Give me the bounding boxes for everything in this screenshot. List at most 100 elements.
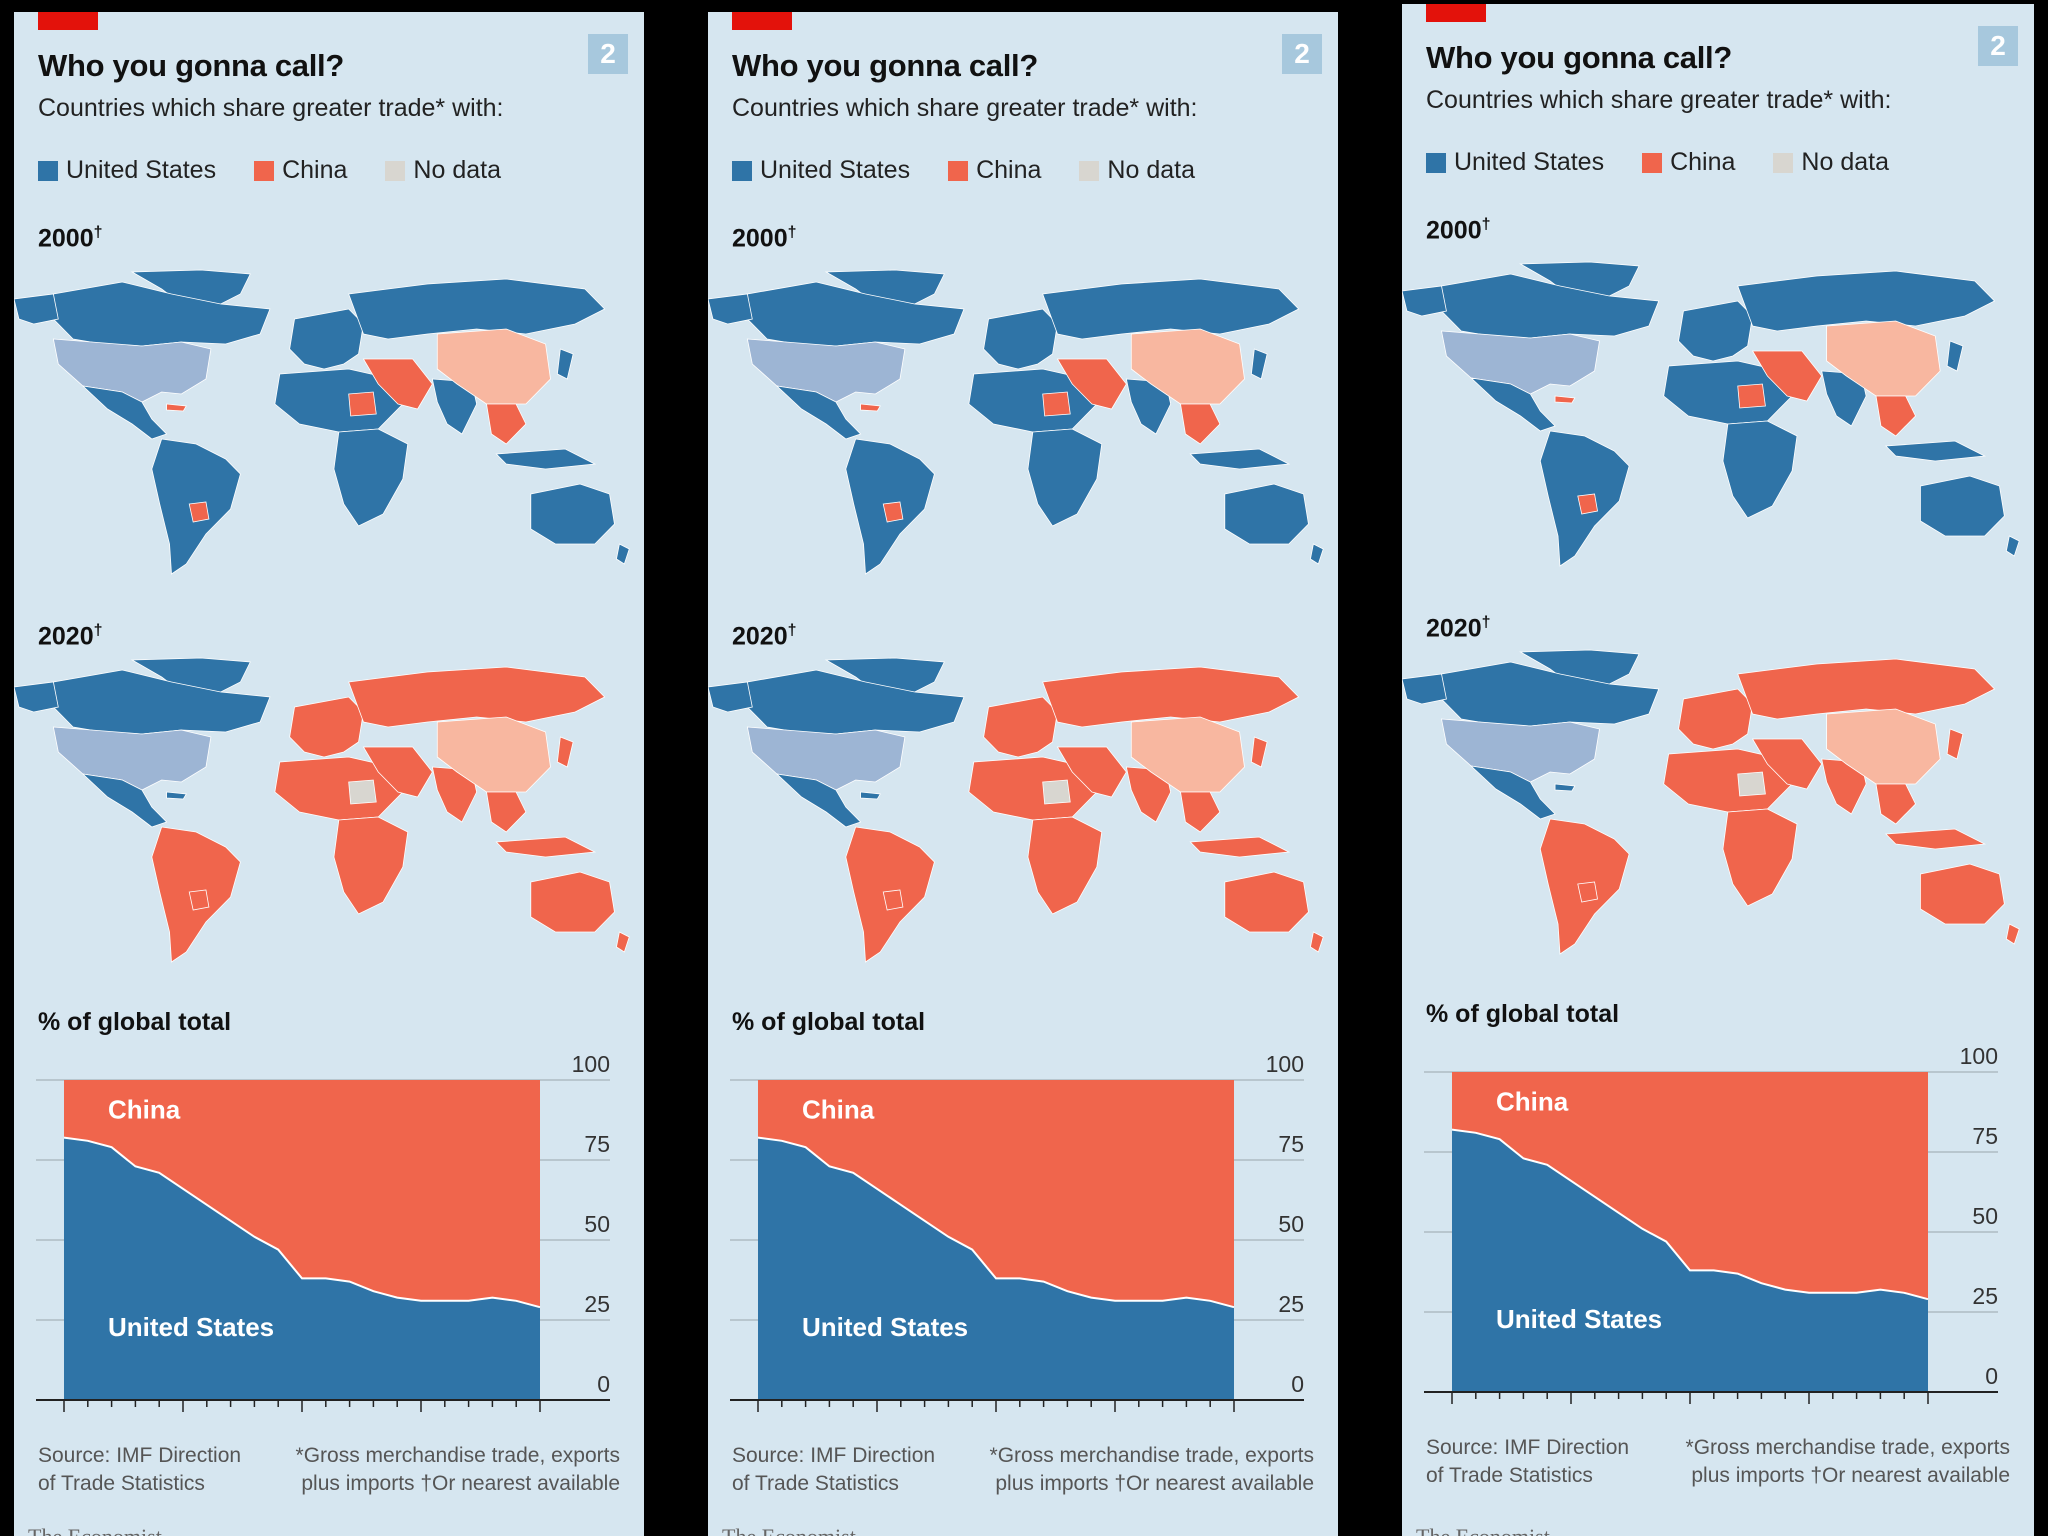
map-region-cuba [860,403,881,412]
source-note: Source: IMF Direction of Trade Statistics [1426,1434,1629,1490]
map-region-greenland [824,657,945,698]
area-united-states [64,1137,540,1400]
map-region-china [1826,320,1941,397]
map-region-paraguay [882,501,904,523]
year-2000-text: 2000 [38,224,94,253]
world-map-2020 [708,657,1324,963]
map-region-japan [556,736,574,768]
y-tick-label: 100 [1960,1043,1998,1069]
map-year-2020-label: 2020† [38,622,103,651]
map-year-2000-label: 2000† [1426,216,1491,245]
map-region-paraguay [188,889,210,911]
map-region-canada [1441,273,1660,339]
map-region-safrica [1027,428,1103,527]
map-region-mideast [362,746,433,798]
map-region-greenland [1519,649,1640,690]
source-line-1: Source: IMF Direction [732,1444,936,1467]
dagger-mark: † [787,224,797,241]
map-region-seasia [1180,403,1221,445]
map-region-alaska [1402,673,1447,705]
map-region-mideast [1056,358,1127,410]
legend-item-no-data: No data [385,156,501,185]
map-region-mexico [81,773,168,828]
chart-subtitle: Countries which share greater trade* wit… [732,94,1198,122]
map-region-mexico [775,385,862,440]
chart-subtitle: Countries which share greater trade* wit… [38,94,504,122]
footnote-line-1: *Gross merchandise trade, exports [1685,1436,2010,1459]
dagger-mark: † [93,622,103,639]
map-region-russia [1042,278,1300,340]
map-region-safrica [1722,420,1798,519]
map-region-japan [1946,340,1964,372]
area-chart: 0255075100200005101520ChinaUnited States [730,1051,1304,1412]
map-region-safrica [1027,816,1103,915]
map-region-canada [746,669,965,735]
legend-label-no-data: No data [1107,156,1195,184]
world-map-2000 [1402,261,2020,567]
map-region-usa [1441,718,1600,783]
map-region-usa [746,726,906,791]
economist-red-tag [38,12,98,30]
map-region-seasia [1180,791,1221,833]
footnote-line-1: *Gross merchandise trade, exports [989,1444,1314,1467]
legend-label-us: United States [66,156,217,184]
map-region-greenland [130,269,251,310]
area-chart-title: % of global total [38,1008,232,1036]
map-region-cuba [166,403,187,412]
map-region-mexico [775,773,862,828]
map-region-europe [289,696,364,758]
y-tick-label: 50 [1972,1203,1998,1229]
y-tick-label: 0 [1985,1363,1998,1389]
area-chart: 0255075100200005101520ChinaUnited States [1424,1043,1998,1404]
map-year-2000-label: 2000† [38,224,103,253]
map-region-sudan [348,391,377,417]
legend-swatch-no-data [385,160,406,181]
series-label-china: China [802,1094,875,1124]
series-boundary-line [1451,1128,1929,1301]
map-region-safrica [333,428,409,527]
map-region-alaska [1402,285,1447,317]
map-region-paraguay [882,889,904,911]
chart-subtitle: Countries which share greater trade* wit… [1426,86,1892,114]
y-tick-label: 25 [1972,1283,1998,1309]
chart-number-badge: 2 [588,34,628,74]
map-region-indonesia [495,836,597,858]
footnote-line-1: *Gross merchandise trade, exports [295,1444,620,1467]
y-tick-label: 50 [584,1211,610,1237]
map-region-seasia [1875,395,1916,437]
series-label-united-states: United States [802,1312,968,1342]
y-tick-label: 25 [584,1291,610,1317]
map-region-greenland [130,657,251,698]
area-united-states [1452,1129,1928,1392]
source-line-2: of Trade Statistics [1426,1464,1593,1487]
map-region-cuba [1554,395,1576,404]
map-region-alaska [708,293,753,325]
legend-item-china: China [1642,148,1735,177]
economist-red-tag [732,12,792,30]
area-china [758,1080,1234,1308]
map-region-mideast [1056,746,1127,798]
map-region-mexico [81,385,168,440]
map-region-japan [556,348,574,380]
legend-label-china: China [282,156,348,184]
economist-red-tag [1426,4,1486,22]
legend-item-china: China [948,156,1041,185]
map-region-china [1130,328,1245,405]
map-region-russia [1042,666,1300,728]
legend-item-united-states: United States [732,156,910,185]
map-region-greenland [824,269,945,310]
legend-swatch-china [254,160,275,181]
map-region-sudan [1737,771,1766,797]
chart-title: Who you gonna call? [1426,40,1733,75]
chart-panel-1: 2 Who you gonna call? Countries which sh… [14,12,644,1536]
map-region-russia [1737,270,1996,332]
source-note: Source: IMF Direction of Trade Statistics [732,1442,935,1498]
footnote-line-2: plus imports †Or nearest available [995,1472,1314,1495]
map-region-usa [52,726,212,791]
y-tick-label: 0 [1291,1371,1304,1397]
chart-title: Who you gonna call? [732,48,1039,83]
map-year-2020-label: 2020† [1426,614,1491,643]
series-label-china: China [108,1094,181,1124]
map-region-seasia [486,791,527,833]
map-region-paraguay [188,501,210,523]
